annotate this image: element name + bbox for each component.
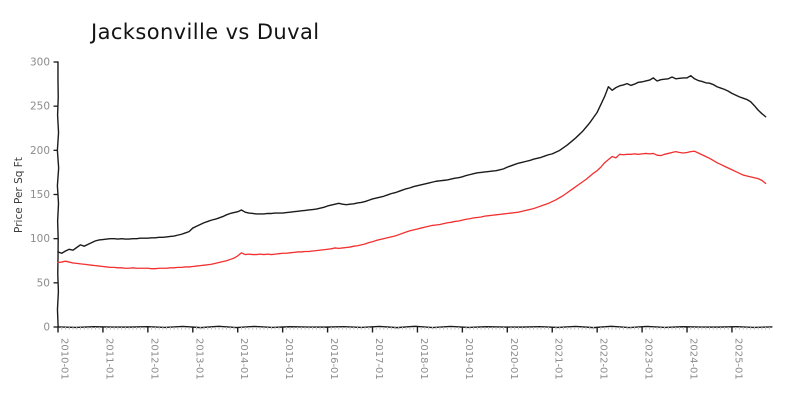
x-tick-label: 2012-01	[148, 338, 159, 380]
x-tick-label: 2015-01	[283, 338, 294, 380]
chart-title: Jacksonville vs Duval	[91, 20, 320, 44]
x-tick-label: 2016-01	[328, 338, 339, 380]
x-tick-label: 2024-01	[688, 338, 699, 380]
x-tick-label: 2017-01	[373, 338, 384, 380]
x-tick-label: 2020-01	[508, 338, 519, 380]
x-tick-label: 2011-01	[103, 338, 114, 380]
y-tick-label: 250	[30, 101, 50, 113]
x-tick-label: 2023-01	[643, 338, 654, 380]
y-tick-label: 150	[30, 189, 50, 201]
y-tick-label: 50	[37, 277, 50, 289]
x-axis-line	[57, 325, 773, 329]
x-tick-label: 2010-01	[59, 338, 70, 380]
y-tick-label: 300	[30, 57, 50, 69]
y-tick-label: 0	[43, 322, 50, 334]
series-line-duval	[57, 150, 767, 270]
y-axis-label: Price Per Sq Ft	[13, 157, 25, 233]
x-tick-label: 2019-01	[463, 338, 474, 380]
x-tick-label: 2021-01	[553, 338, 564, 380]
x-tick-label: 2025-01	[732, 338, 743, 380]
y-tick-label: 100	[30, 233, 50, 245]
y-tick-label: 200	[30, 145, 50, 157]
x-tick-label: 2022-01	[598, 338, 609, 380]
x-tick-label: 2018-01	[418, 338, 429, 380]
x-tick-label: 2013-01	[193, 338, 204, 380]
x-tick-label: 2014-01	[238, 338, 249, 380]
series-line-jacksonville	[57, 74, 767, 254]
